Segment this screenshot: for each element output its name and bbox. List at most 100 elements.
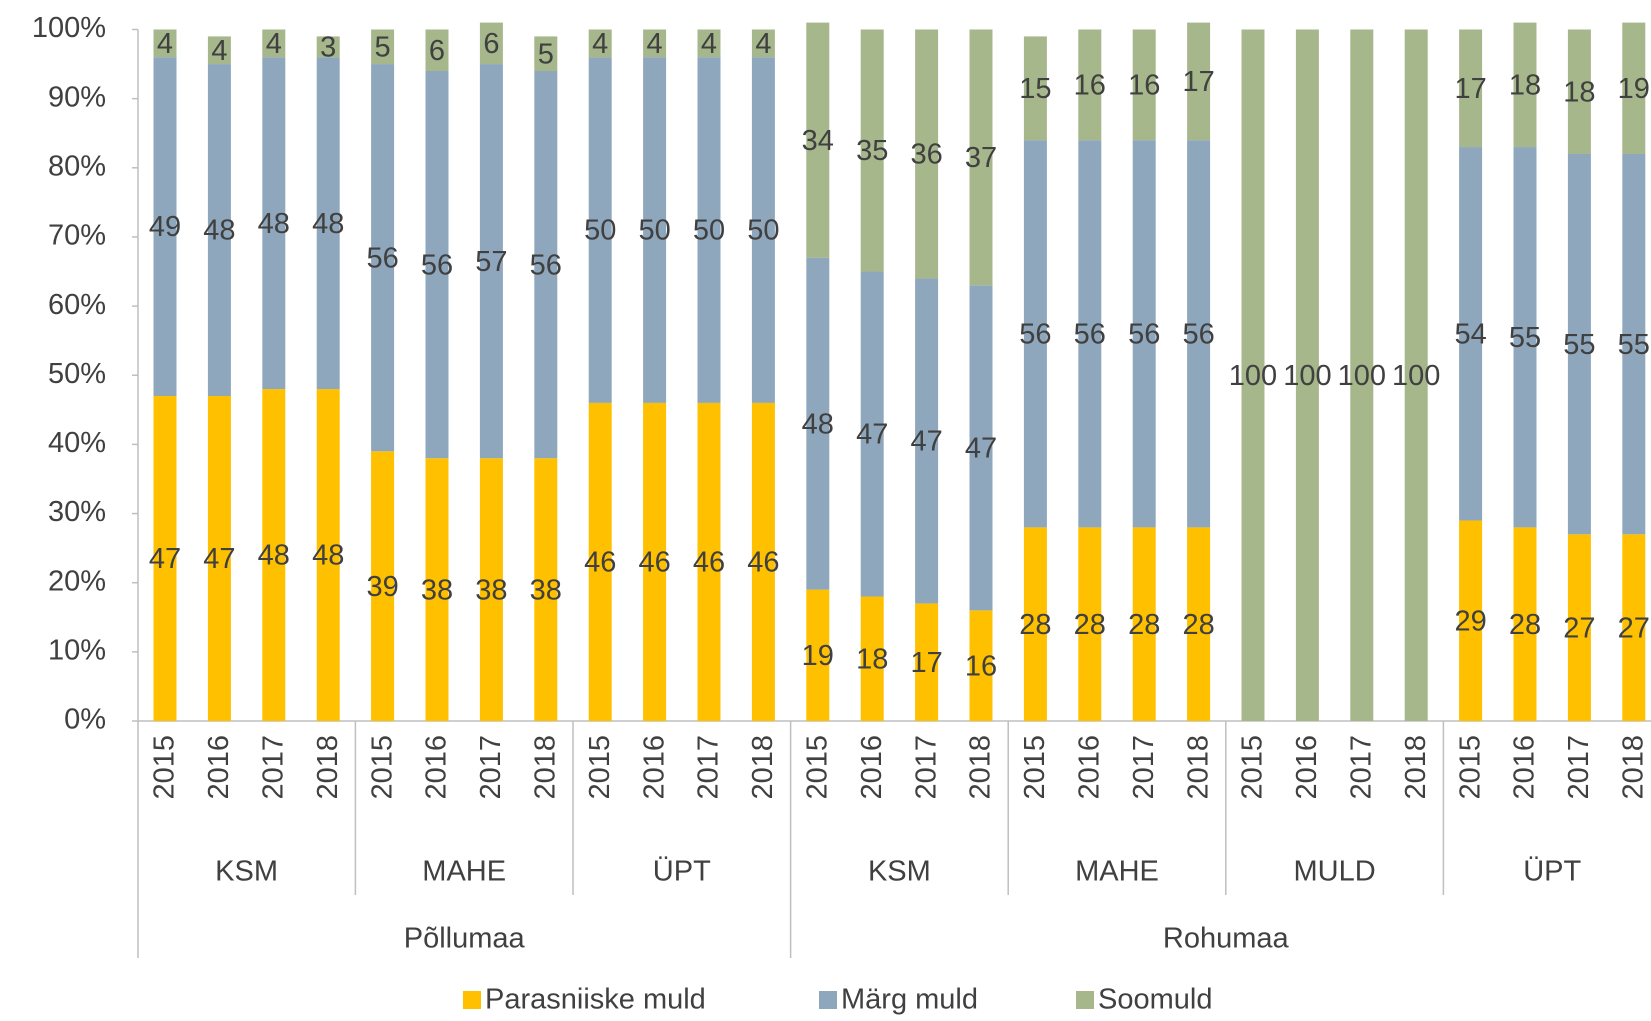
data-label: 48 [312,540,344,572]
group-label: MAHE [1075,856,1159,888]
data-label: 27 [1618,612,1650,644]
data-label: 34 [802,125,834,157]
y-tick-label: 80% [48,150,106,182]
x-tick-label: 2015 [366,735,398,800]
data-label: 50 [693,215,725,247]
bar-segment [860,596,884,721]
data-label: 38 [421,574,453,606]
data-label: 47 [149,543,181,575]
x-tick-label: 2018 [747,735,779,800]
bar-segment [915,603,939,721]
bar-segment [1459,147,1483,521]
x-tick-label: 2018 [312,735,344,800]
bar-segment [479,64,503,459]
data-label: 47 [965,433,997,465]
bar-segment [371,451,395,721]
bar-segment [316,57,340,390]
bar-segment [262,57,286,390]
data-label: 47 [203,543,235,575]
bar-segment [1078,29,1102,141]
data-label: 36 [910,139,942,171]
bar-segment [915,29,939,279]
data-label: 47 [856,419,888,451]
data-label: 100 [1283,360,1331,392]
data-label: 27 [1563,612,1595,644]
bar-segment [806,589,830,721]
data-label: 56 [1074,318,1106,350]
data-label: 15 [1019,73,1051,105]
y-tick-label: 100% [32,12,106,44]
data-label: 56 [366,242,398,274]
bar-segment [643,57,667,403]
bar-segment [316,36,340,58]
x-tick-label: 2018 [529,735,561,800]
bar-segment [1132,140,1156,528]
bar-segment [1295,29,1319,721]
bar-segment [1459,520,1483,721]
data-label: 46 [584,547,616,579]
bar-segment [371,64,395,452]
bar-segment [1241,29,1265,721]
data-label: 35 [856,135,888,167]
bar-segment [969,285,993,611]
bar-segment [207,64,231,396]
bar-segment [534,70,558,459]
bar-segment [425,70,449,459]
data-label: 55 [1509,322,1541,354]
data-label: 4 [157,28,173,60]
bar-segment [1187,527,1211,721]
x-tick-label: 2017 [257,735,289,800]
data-label: 4 [647,28,663,60]
bar-segment [915,278,939,604]
data-label: 4 [755,28,771,60]
data-label: 50 [747,215,779,247]
bar-segment [751,29,775,58]
bar-segment [1132,29,1156,141]
bar-segment [534,458,558,721]
data-label: 28 [1509,609,1541,641]
data-label: 4 [592,28,608,60]
bar-segment [806,257,830,590]
data-label: 5 [538,38,554,70]
bar-segment [1622,153,1646,535]
data-label: 49 [149,211,181,243]
bar-segment [588,29,612,58]
data-label: 28 [1182,609,1214,641]
data-label: 19 [802,640,834,672]
bar-segment [534,36,558,71]
data-label: 55 [1563,329,1595,361]
data-label: 17 [910,647,942,679]
bar-segment [751,402,775,721]
x-tick-label: 2015 [1454,735,1486,800]
bar-segment [969,610,993,721]
group-label: ÜPT [1523,856,1581,888]
data-label: 18 [1509,69,1541,101]
bar-segment [1567,534,1591,721]
data-label: 47 [910,426,942,458]
bar-segment [1513,22,1537,148]
data-label: 4 [701,28,717,60]
x-tick-label: 2015 [1019,735,1051,800]
data-label: 48 [258,208,290,240]
data-label: 38 [530,574,562,606]
bar-segment [262,389,286,721]
supergroup-label: Rohumaa [1163,923,1290,955]
y-tick-label: 90% [48,81,106,113]
x-tick-label: 2016 [421,735,453,800]
bar-segment [262,29,286,58]
data-label: 6 [483,28,499,60]
x-tick-label: 2016 [203,735,235,800]
bar-segment [1187,22,1211,141]
group-label: KSM [868,856,931,888]
y-tick-label: 40% [48,427,106,459]
data-label: 18 [856,643,888,675]
x-tick-label: 2016 [638,735,670,800]
bar-segment [697,402,721,721]
x-tick-label: 2017 [1345,735,1377,800]
data-label: 28 [1128,609,1160,641]
data-label: 19 [1618,73,1650,105]
x-tick-label: 2018 [1617,735,1649,800]
bar-segment [207,395,231,721]
bar-segment [1078,140,1102,528]
